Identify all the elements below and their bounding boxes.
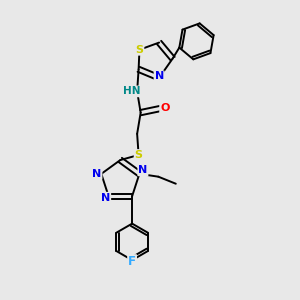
Text: O: O	[160, 103, 170, 113]
Text: F: F	[128, 255, 136, 268]
Text: S: S	[135, 150, 142, 160]
Text: N: N	[92, 169, 101, 179]
Text: N: N	[138, 165, 148, 175]
Text: S: S	[136, 45, 143, 55]
Text: N: N	[154, 71, 164, 81]
Text: HN: HN	[123, 86, 141, 96]
Text: N: N	[101, 193, 110, 203]
